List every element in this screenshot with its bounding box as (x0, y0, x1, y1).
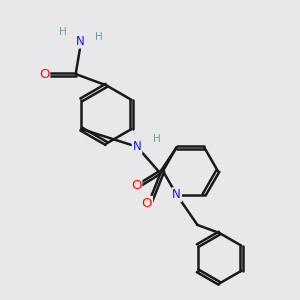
Text: H: H (153, 134, 160, 144)
Text: H: H (95, 32, 103, 42)
Text: H: H (59, 27, 67, 37)
Text: O: O (142, 197, 152, 210)
Text: O: O (131, 179, 141, 192)
Text: N: N (172, 188, 181, 201)
Text: N: N (76, 34, 85, 48)
Text: O: O (39, 68, 49, 81)
Text: N: N (133, 140, 142, 153)
